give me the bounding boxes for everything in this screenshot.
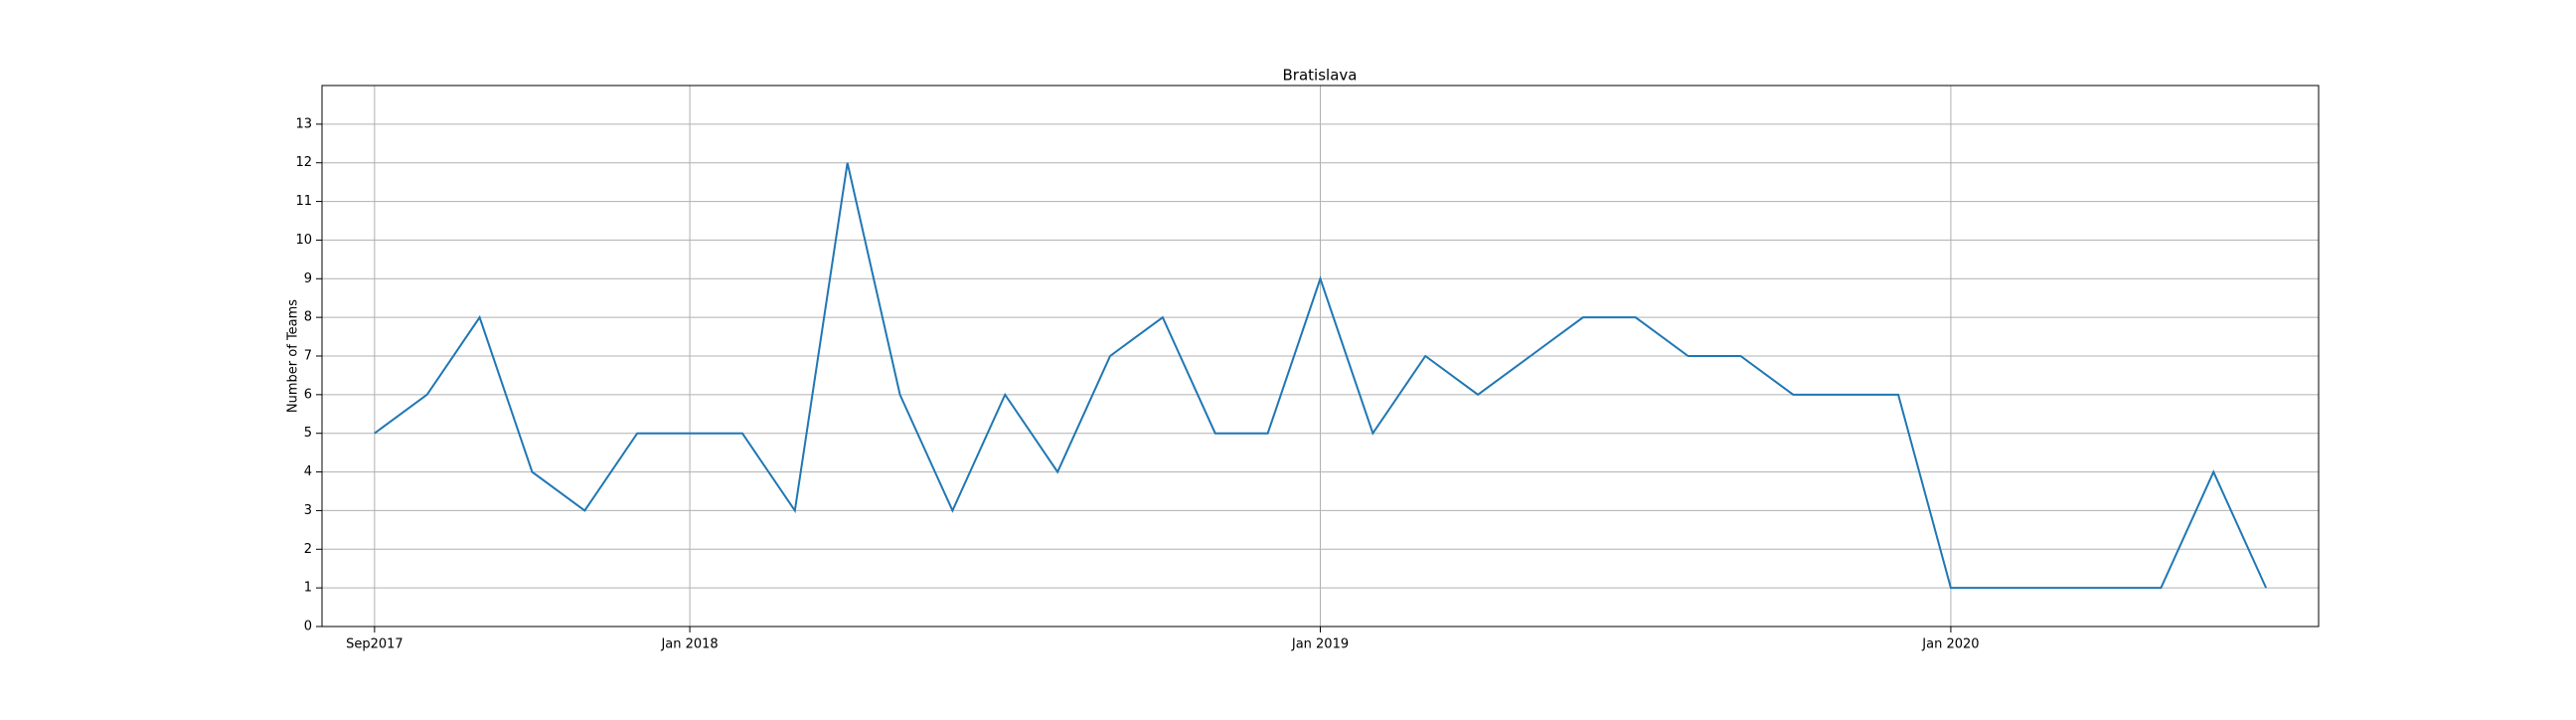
data-line	[374, 162, 2268, 590]
y-tick-label: 0	[304, 620, 312, 634]
x-tick-label: Jan 2019	[1291, 637, 1349, 652]
y-tick-label: 3	[304, 503, 312, 518]
x-tick-label: Jan 2020	[1921, 637, 1979, 652]
x-tick-label: Jan 2018	[660, 637, 718, 652]
plot-frame	[321, 85, 2320, 628]
x-tick-label: Sep2017	[346, 637, 403, 652]
y-axis-label: Number of Teams	[286, 299, 301, 413]
y-tick-label: 2	[304, 542, 312, 557]
y-tick-label: 11	[295, 194, 312, 209]
y-tick-label: 1	[304, 581, 312, 596]
y-tick-label: 6	[304, 387, 312, 402]
chart-title: Bratislava	[1283, 67, 1358, 85]
y-tick-label: 9	[304, 271, 312, 286]
y-tick-label: 13	[295, 116, 312, 131]
y-tick-label: 5	[304, 426, 312, 441]
y-tick-label: 4	[304, 464, 312, 479]
y-tick-label: 10	[295, 233, 312, 248]
y-tick-label: 8	[304, 310, 312, 325]
y-tick-label: 12	[295, 155, 312, 170]
y-tick-label: 7	[304, 349, 312, 364]
